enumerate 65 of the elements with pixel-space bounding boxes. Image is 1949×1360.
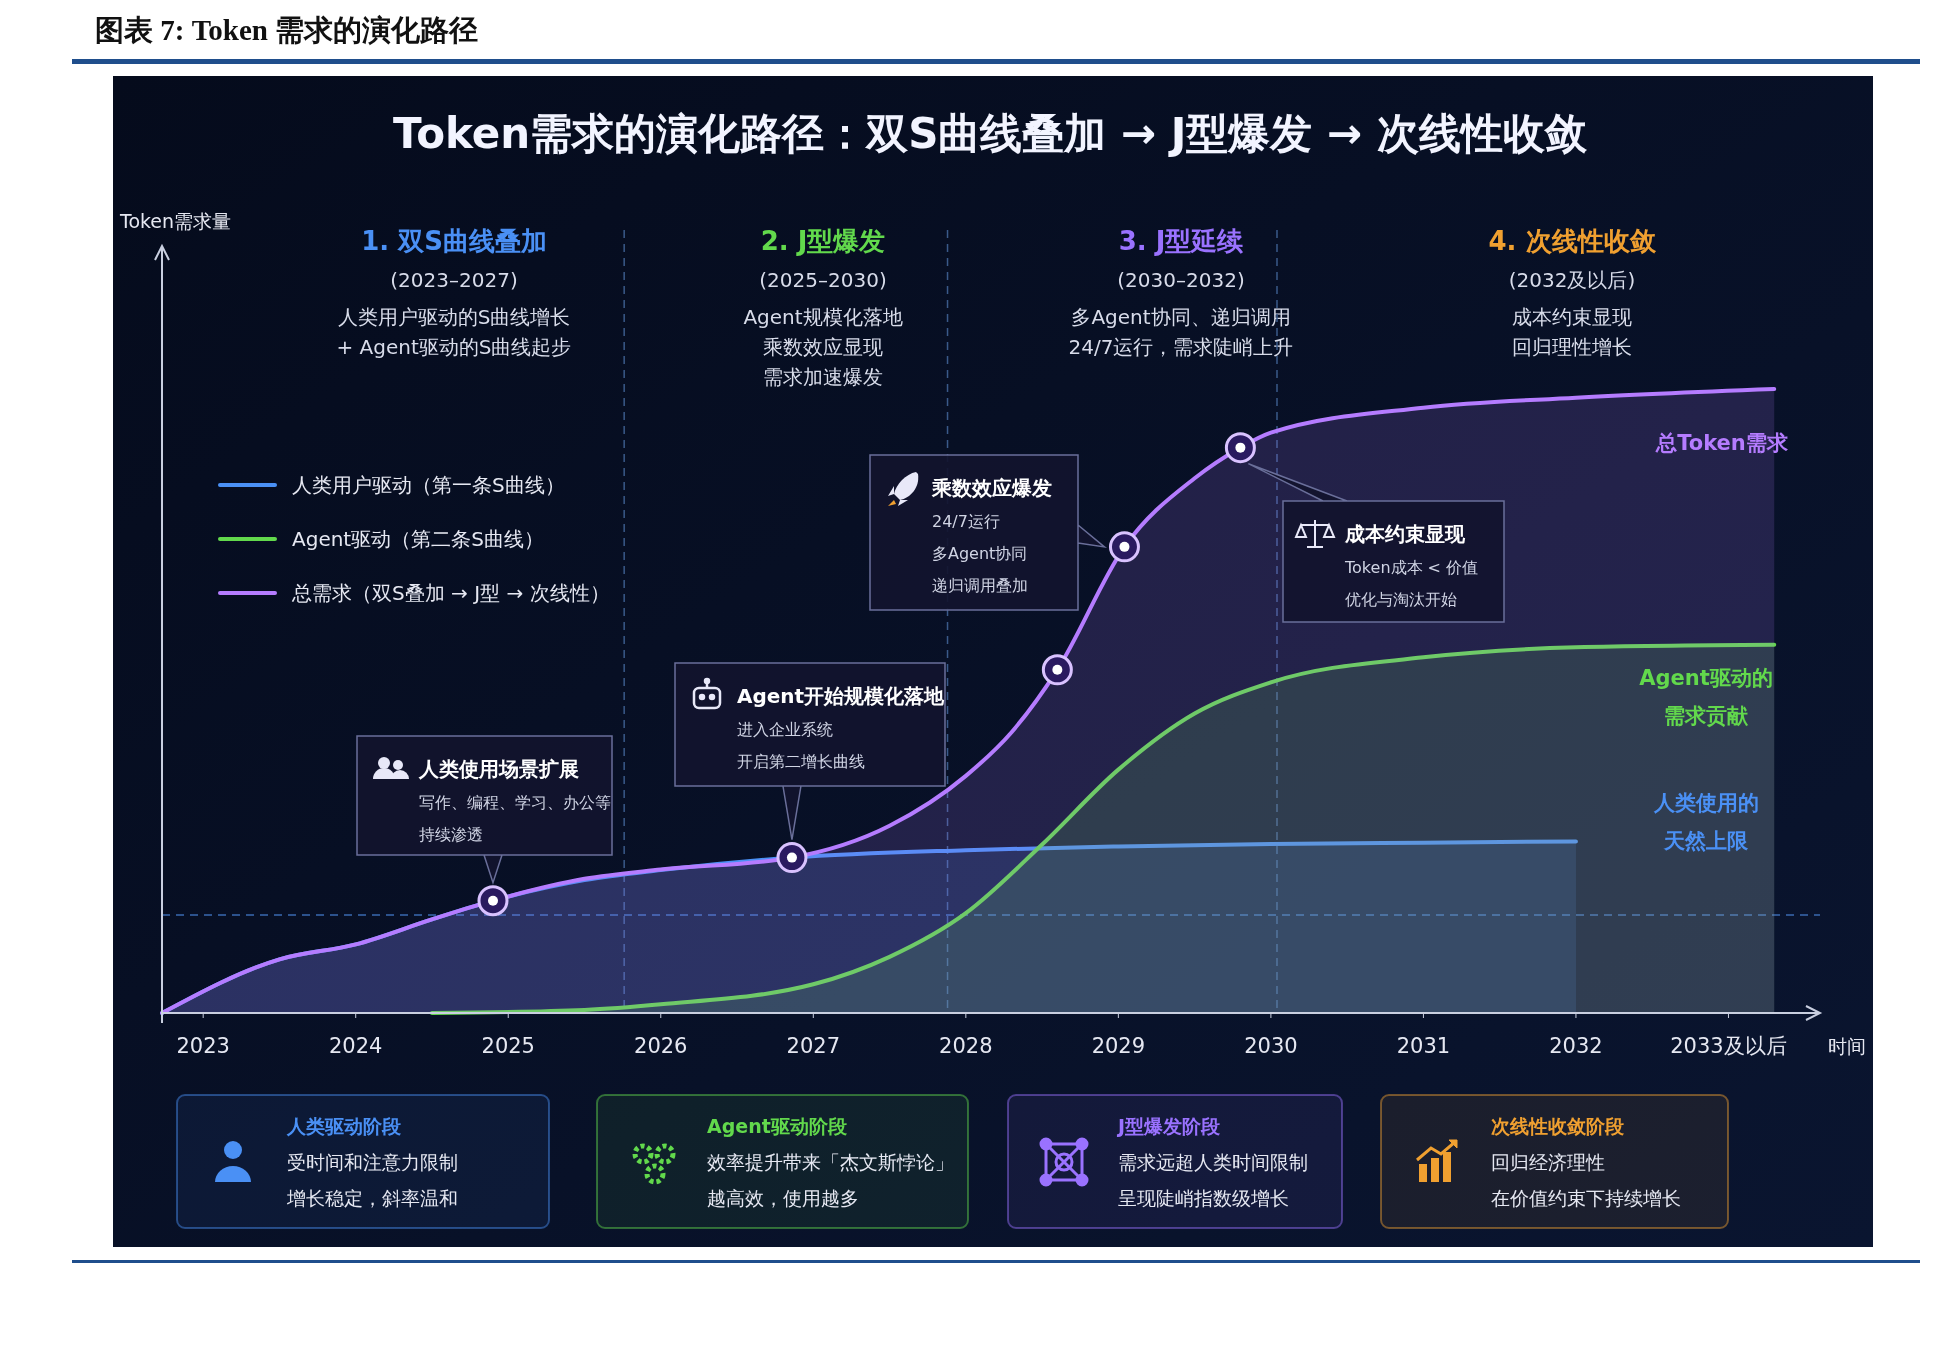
annotation: 需求贡献 bbox=[1664, 704, 1749, 728]
text: 越高效，使用越多 bbox=[707, 1187, 859, 1209]
text: 在价值约束下持续增长 bbox=[1491, 1187, 1681, 1209]
legend-label: 人类用户驱动（第一条S曲线） bbox=[292, 473, 565, 497]
x-tick-label: 2029 bbox=[1091, 1034, 1146, 1058]
x-tick-label: 2026 bbox=[634, 1034, 688, 1058]
text: 乘数效应显现 bbox=[763, 335, 883, 359]
x-tick-label: 2032 bbox=[1549, 1034, 1603, 1058]
text: 4. 次线性收敛 bbox=[1488, 226, 1657, 256]
text: J型爆发阶段 bbox=[1116, 1115, 1222, 1137]
annotation: 多Agent协同 bbox=[932, 544, 1028, 563]
annotation: 进入企业系统 bbox=[737, 720, 833, 739]
annotation: 总Token需求 bbox=[1655, 431, 1789, 455]
text: 24/7运行，需求陡峭上升 bbox=[1068, 335, 1294, 359]
text: (2023–2027) bbox=[390, 268, 518, 292]
annotation: Token成本 < 价值 bbox=[1344, 558, 1479, 577]
text: 人类驱动阶段 bbox=[286, 1115, 402, 1137]
annotation: 成本约束显现 bbox=[1344, 522, 1466, 546]
annotation: 开启第二增长曲线 bbox=[737, 752, 865, 771]
text: 1. 双S曲线叠加 bbox=[361, 226, 547, 256]
x-tick-label: 2033及以后 bbox=[1670, 1034, 1787, 1058]
text: 成本约束显现 bbox=[1512, 305, 1632, 329]
text: + Agent驱动的S曲线起步 bbox=[336, 335, 572, 359]
x-tick-label: 2030 bbox=[1244, 1034, 1298, 1058]
x-axis-title: 时间 bbox=[1828, 1035, 1866, 1057]
legend-label: 总需求（双S叠加 → J型 → 次线性） bbox=[291, 581, 610, 605]
annotation: 乘数效应爆发 bbox=[931, 476, 1052, 500]
x-tick-label: 2023 bbox=[176, 1034, 230, 1058]
x-tick-label: 2027 bbox=[786, 1034, 841, 1058]
annotation: Agent开始规模化落地 bbox=[737, 684, 946, 708]
annotation: 人类使用场景扩展 bbox=[418, 757, 579, 781]
text: Agent驱动阶段 bbox=[707, 1115, 848, 1137]
text: (2030–2032) bbox=[1117, 268, 1245, 292]
text: 回归经济理性 bbox=[1491, 1151, 1605, 1173]
text: 受时间和注意力限制 bbox=[287, 1151, 458, 1173]
text: 多Agent协同、递归调用 bbox=[1071, 305, 1291, 329]
text: 呈现陡峭指数级增长 bbox=[1118, 1187, 1289, 1209]
text: 效率提升带来「杰文斯悖论」 bbox=[707, 1151, 954, 1173]
x-tick-label: 2031 bbox=[1396, 1034, 1451, 1058]
text: 人类用户驱动的S曲线增长 bbox=[337, 305, 571, 329]
text: 增长稳定，斜率温和 bbox=[286, 1187, 458, 1209]
x-tick-label: 2028 bbox=[939, 1034, 993, 1058]
annotation: 递归调用叠加 bbox=[932, 576, 1028, 595]
annotation: Agent驱动的 bbox=[1639, 666, 1773, 690]
x-tick-label: 2025 bbox=[481, 1034, 535, 1058]
text: 需求远超人类时间限制 bbox=[1118, 1151, 1308, 1173]
text: 3. J型延续 bbox=[1118, 226, 1244, 256]
chart-title: 图表 7: Token 需求的演化路径 bbox=[95, 14, 479, 46]
annotation: 天然上限 bbox=[1663, 829, 1749, 853]
text: 2. J型爆发 bbox=[760, 226, 886, 256]
text: 回归理性增长 bbox=[1512, 335, 1632, 359]
annotation: 持续渗透 bbox=[419, 825, 483, 844]
text: (2032及以后) bbox=[1508, 268, 1636, 292]
annotation: 优化与淘汰开始 bbox=[1345, 590, 1457, 609]
text: 次线性收敛阶段 bbox=[1491, 1115, 1625, 1137]
annotation: 写作、编程、学习、办公等 bbox=[419, 793, 611, 812]
text: Agent规模化落地 bbox=[743, 305, 903, 329]
text: (2025–2030) bbox=[759, 268, 887, 292]
annotation: 人类使用的 bbox=[1652, 791, 1759, 815]
annotation: 24/7运行 bbox=[932, 512, 1000, 531]
annotation: 需求加速爆发 bbox=[763, 365, 883, 389]
x-tick-label: 2024 bbox=[328, 1034, 383, 1058]
chart-subtitle: Token需求的演化路径：双S曲线叠加 → J型爆发 → 次线性收敛 bbox=[393, 109, 1588, 158]
legend-label: Agent驱动（第二条S曲线） bbox=[292, 527, 544, 551]
text: Token需求量 bbox=[119, 210, 232, 232]
